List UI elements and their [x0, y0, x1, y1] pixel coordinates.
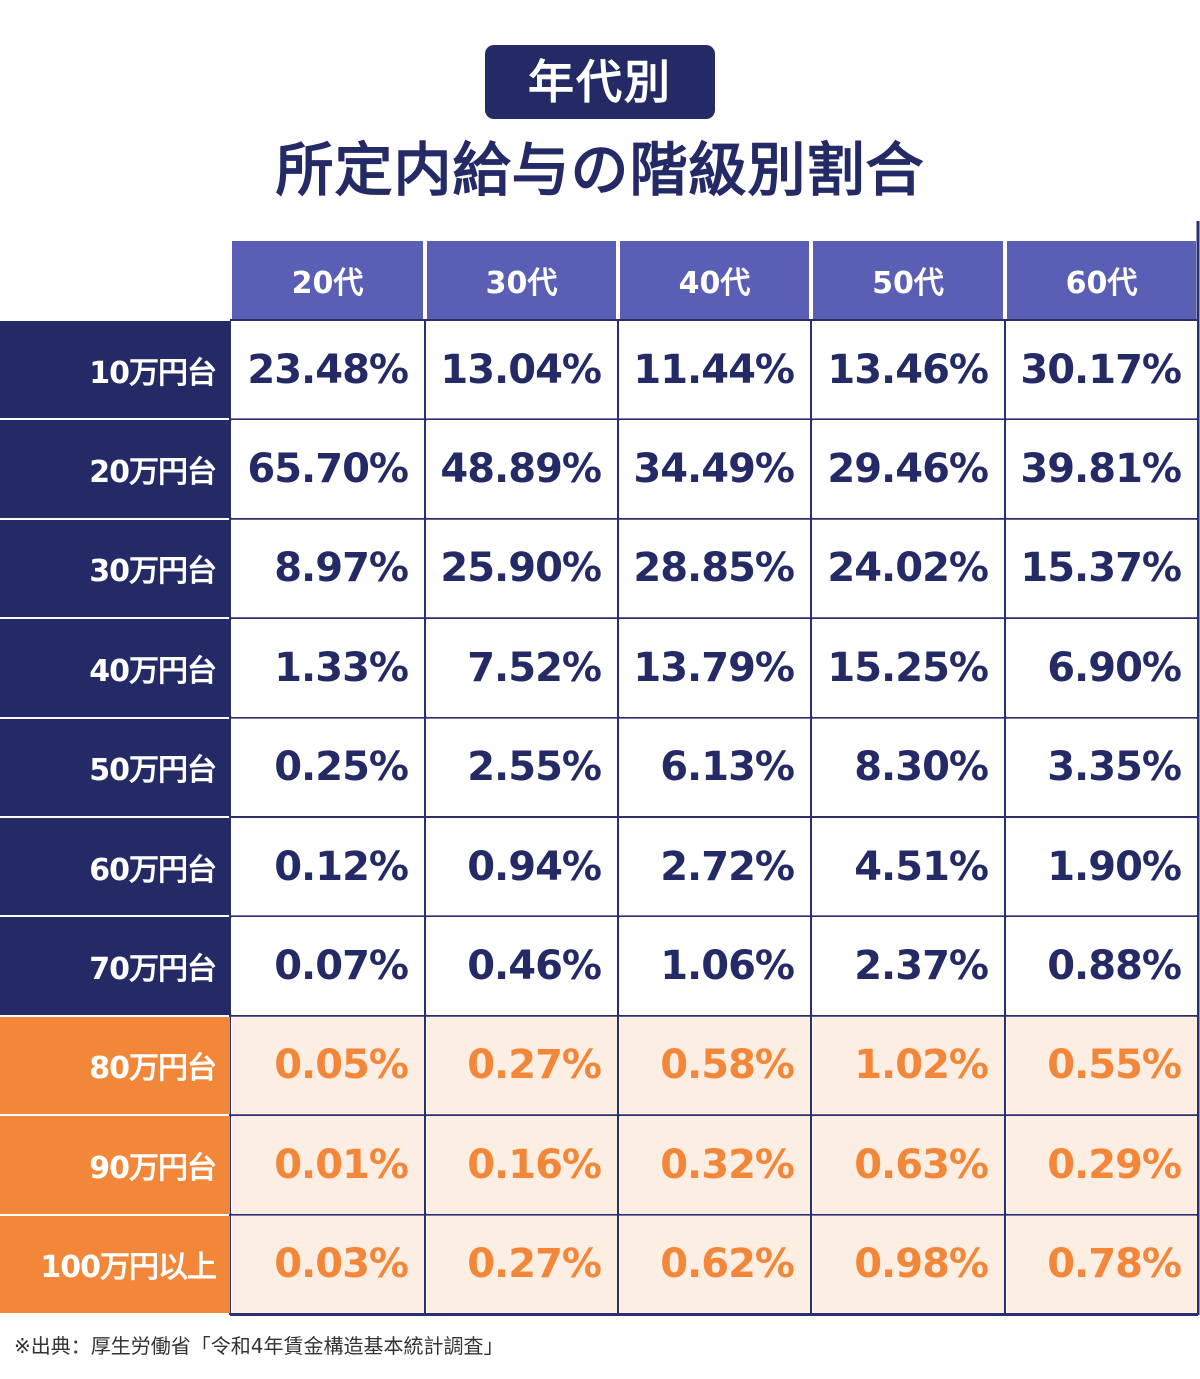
value-cell: 1.06% — [620, 917, 810, 1015]
value-cell: 15.25% — [813, 619, 1004, 717]
column-header: 40代 — [620, 241, 809, 319]
value-cell: 0.16% — [427, 1116, 617, 1214]
value-cell: 13.04% — [427, 321, 617, 419]
value-cell: 0.32% — [620, 1116, 810, 1214]
column-header: 50代 — [813, 241, 1003, 319]
column-header: 60代 — [1007, 241, 1196, 319]
value-cell: 13.46% — [813, 321, 1004, 419]
value-cell: 0.46% — [427, 917, 617, 1015]
value-cell: 0.55% — [1007, 1016, 1197, 1115]
value-cell: 0.01% — [232, 1116, 424, 1214]
value-cell: 25.90% — [427, 519, 617, 618]
value-cell: 23.48% — [232, 321, 424, 419]
value-cell: 0.07% — [232, 917, 424, 1015]
value-cell: 0.63% — [813, 1116, 1004, 1214]
value-cell: 6.90% — [1007, 619, 1197, 717]
value-cell: 1.90% — [1007, 818, 1197, 916]
value-cell: 6.13% — [620, 718, 810, 816]
row-header: 80万円台 — [0, 1016, 230, 1115]
value-cell: 28.85% — [620, 519, 810, 618]
value-cell: 13.79% — [620, 619, 810, 717]
value-cell: 0.88% — [1007, 917, 1197, 1015]
value-cell: 8.30% — [813, 718, 1004, 816]
value-cell: 11.44% — [620, 321, 810, 419]
value-cell: 2.37% — [813, 917, 1004, 1015]
value-cell: 0.29% — [1007, 1116, 1197, 1214]
value-cell: 30.17% — [1007, 321, 1197, 419]
value-cell: 1.02% — [813, 1016, 1004, 1115]
value-cell: 48.89% — [427, 420, 617, 518]
row-header: 100万円以上 — [0, 1215, 230, 1313]
salary-table: 20代 30代 40代 50代 60代 10万円台 23.48% 13.04% 11.44% 13… — [0, 221, 1200, 1316]
value-cell: 8.97% — [232, 519, 424, 618]
value-cell: 65.70% — [232, 420, 424, 518]
value-cell: 24.02% — [813, 519, 1004, 618]
value-cell: 0.98% — [813, 1215, 1004, 1313]
value-cell: 0.27% — [427, 1016, 617, 1115]
column-header: 30代 — [427, 241, 616, 319]
row-header: 10万円台 — [0, 321, 230, 419]
column-header: 20代 — [232, 241, 423, 319]
page-title: 所定内給与の階級別割合 — [275, 136, 925, 204]
table-frame — [229, 221, 1200, 1316]
value-cell: 4.51% — [813, 818, 1004, 916]
value-cell: 0.58% — [620, 1016, 810, 1115]
value-cell: 39.81% — [1007, 420, 1197, 518]
value-cell: 0.62% — [620, 1215, 810, 1313]
value-cell: 0.78% — [1007, 1215, 1197, 1313]
value-cell: 0.05% — [232, 1016, 424, 1115]
row-header: 70万円台 — [0, 917, 230, 1015]
value-cell: 29.46% — [813, 420, 1004, 518]
value-cell: 34.49% — [620, 420, 810, 518]
row-header: 30万円台 — [0, 519, 230, 618]
value-cell: 0.94% — [427, 818, 617, 916]
row-header: 50万円台 — [0, 718, 230, 816]
value-cell: 15.37% — [1007, 519, 1197, 618]
value-cell: 2.55% — [427, 718, 617, 816]
row-header: 60万円台 — [0, 818, 230, 916]
row-header: 40万円台 — [0, 619, 230, 717]
title-badge: 年代別 — [485, 45, 715, 119]
source-footnote: ※出典：厚生労働省「令和4年賃金構造基本統計調査」 — [14, 1334, 504, 1358]
row-header: 90万円台 — [0, 1116, 230, 1214]
value-cell: 0.25% — [232, 718, 424, 816]
value-cell: 0.27% — [427, 1215, 617, 1313]
value-cell: 0.03% — [232, 1215, 424, 1313]
value-cell: 2.72% — [620, 818, 810, 916]
value-cell: 0.12% — [232, 818, 424, 916]
value-cell: 3.35% — [1007, 718, 1197, 816]
value-cell: 7.52% — [427, 619, 617, 717]
value-cell: 1.33% — [232, 619, 424, 717]
row-header: 20万円台 — [0, 420, 230, 518]
